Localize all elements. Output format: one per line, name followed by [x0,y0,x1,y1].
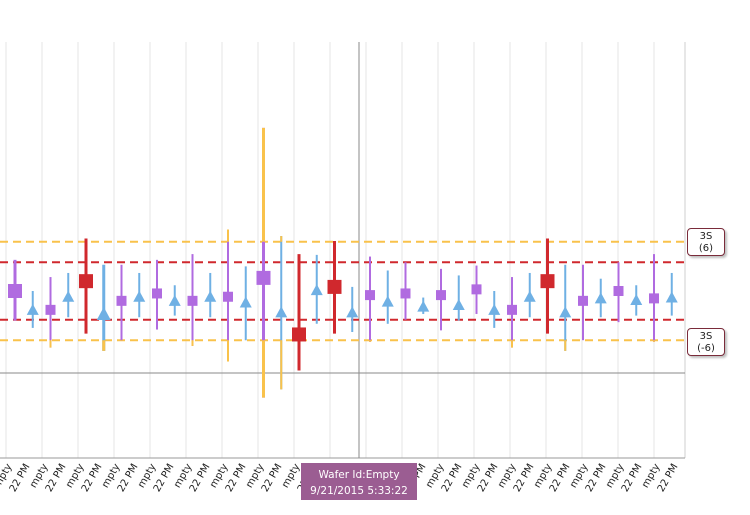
upper-limit-label: 3S (6) [687,228,725,256]
data-point-marker [168,294,181,306]
lower-limit-label: 3S (-6) [687,328,725,356]
data-point-marker [400,288,411,299]
data-point-marker [223,291,233,302]
data-point-marker [239,296,252,308]
lower-limit-label-line1: 3S [699,331,713,342]
data-point-marker [275,306,288,318]
data-point-marker [523,290,536,302]
data-point-tooltip: Wafer Id:Empty 9/21/2015 5:33:22 PM [301,463,417,513]
data-point-marker [256,270,271,285]
data-point-marker [204,290,217,302]
data-point-marker [507,304,517,315]
data-point-marker [346,306,359,318]
control-chart: mpty 22 PM mpty 22 PM mpty 22 PM mpty 22 PM mpty… [0,42,725,513]
data-point-marker [436,290,446,301]
data-point-marker [613,286,624,296]
data-point-marker [96,306,111,320]
data-point-marker [471,284,482,295]
data-point-marker [45,304,56,315]
upper-limit-label-line2: (6) [698,243,714,254]
data-point-marker [26,303,39,315]
data-point-marker [540,274,555,289]
data-point-marker [381,295,394,307]
lower-limit-label-line2: (-6) [697,343,715,354]
data-point-marker [310,284,323,296]
data-point-marker [594,292,607,304]
upper-limit-label-line1: 3S [699,231,713,242]
data-point-marker [630,294,643,306]
data-point-marker [649,293,659,304]
data-point-marker [488,303,501,315]
data-point-marker [133,290,146,302]
data-point-marker [292,327,306,342]
data-point-marker [116,295,127,306]
data-point-marker [559,306,572,318]
data-point-marker [417,300,430,312]
data-point-marker [665,291,678,303]
data-point-marker [8,284,22,298]
data-point-marker [187,295,198,306]
tooltip-wafer-id: Wafer Id:Empty [318,469,400,481]
data-point-marker [79,274,93,289]
data-point-marker [452,298,465,310]
data-point-marker [327,279,342,294]
data-point-marker [62,290,75,302]
tooltip-timestamp: 9/21/2015 5:33:22 PM [310,485,408,513]
data-point-marker [152,288,162,299]
data-point-marker [365,290,375,301]
data-point-marker [578,295,588,306]
